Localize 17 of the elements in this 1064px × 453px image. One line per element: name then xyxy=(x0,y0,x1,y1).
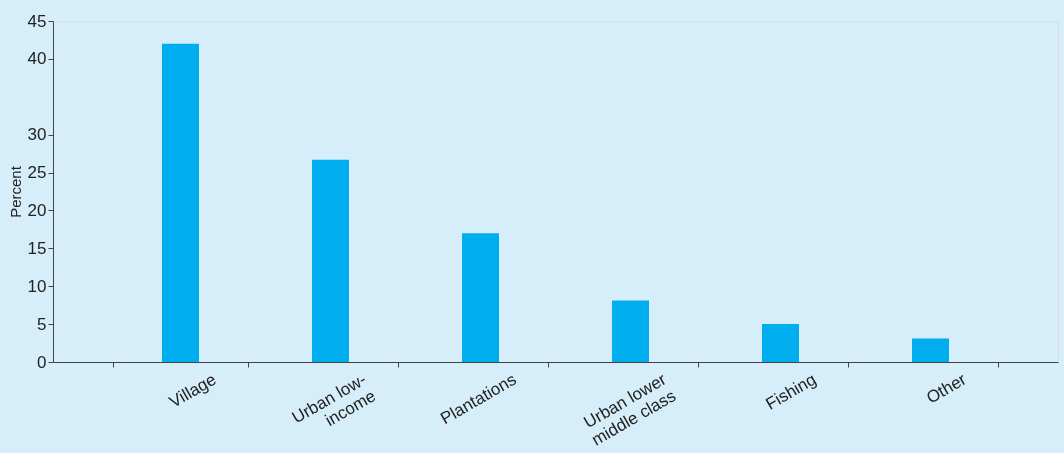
bar xyxy=(312,159,349,362)
bar xyxy=(162,43,199,362)
y-tick-label: 45 xyxy=(27,11,47,31)
y-tick-label: 15 xyxy=(27,238,47,258)
y-tick-label: 5 xyxy=(37,314,47,334)
y-axis-title: Percent xyxy=(6,165,24,218)
y-tick-label: 25 xyxy=(27,163,47,183)
y-tick-label: 40 xyxy=(27,49,47,69)
bar xyxy=(462,233,499,362)
bar xyxy=(762,324,799,362)
y-tick-label: 30 xyxy=(27,125,47,145)
bar xyxy=(912,338,949,362)
y-tick-label: 10 xyxy=(27,276,47,296)
y-tick-label: 0 xyxy=(37,352,47,372)
x-tick-label: Other xyxy=(923,369,970,408)
y-tick-label: 20 xyxy=(27,200,47,220)
bar xyxy=(612,300,649,362)
